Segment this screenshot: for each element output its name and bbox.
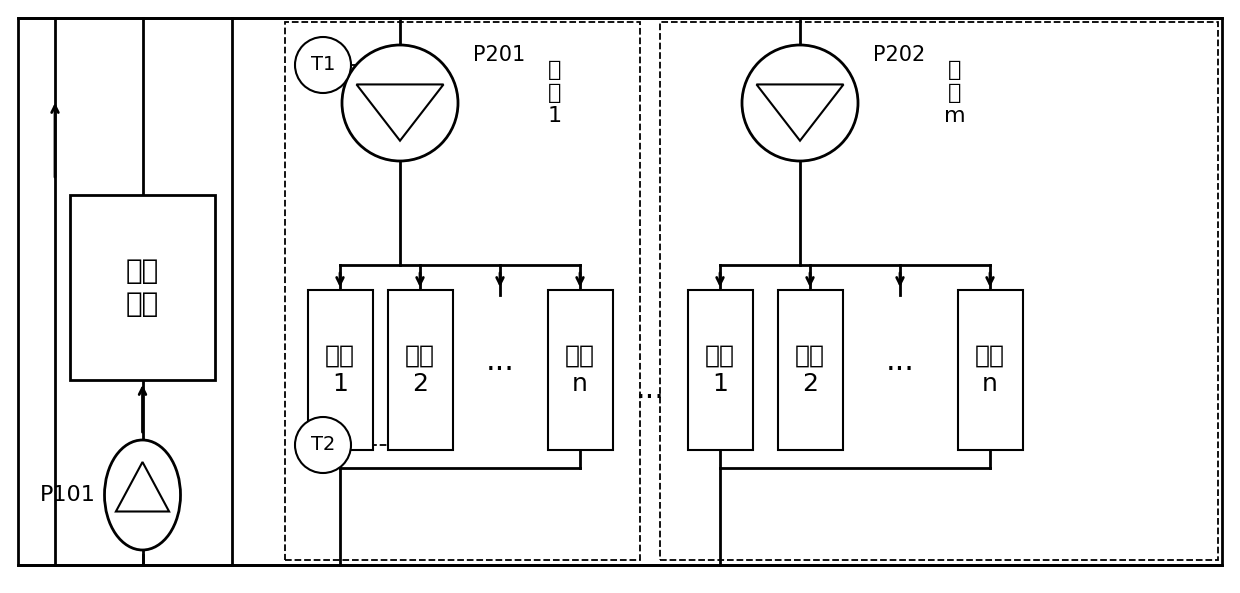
Text: T2: T2 (311, 435, 335, 454)
Text: 空调
n: 空调 n (565, 344, 595, 396)
Circle shape (742, 45, 858, 161)
Text: 分
区
1: 分 区 1 (548, 60, 562, 126)
Text: 分
区
m: 分 区 m (944, 60, 966, 126)
Ellipse shape (104, 440, 181, 550)
Bar (548, 290, 613, 450)
Text: 空调
1: 空调 1 (325, 344, 355, 396)
Text: 空调
1: 空调 1 (706, 344, 735, 396)
Text: 冷水
机组: 冷水 机组 (126, 257, 159, 318)
Circle shape (342, 45, 458, 161)
Bar (285, 22, 640, 560)
Bar (387, 290, 453, 450)
Text: T1: T1 (311, 56, 335, 75)
Text: ···: ··· (486, 355, 515, 384)
Bar (957, 290, 1023, 450)
Text: 空调
2: 空调 2 (405, 344, 435, 396)
Bar (308, 290, 372, 450)
Text: P202: P202 (873, 45, 925, 65)
Bar (69, 195, 215, 380)
Circle shape (295, 37, 351, 93)
Text: 空调
2: 空调 2 (795, 344, 825, 396)
Bar (660, 22, 1218, 560)
Circle shape (295, 417, 351, 473)
Bar (687, 290, 753, 450)
Text: ...: ... (636, 375, 665, 404)
Text: P201: P201 (472, 45, 526, 65)
Bar (777, 290, 842, 450)
Text: P101: P101 (40, 485, 95, 505)
Text: ···: ··· (885, 355, 914, 384)
Text: 空调
n: 空调 n (975, 344, 1004, 396)
